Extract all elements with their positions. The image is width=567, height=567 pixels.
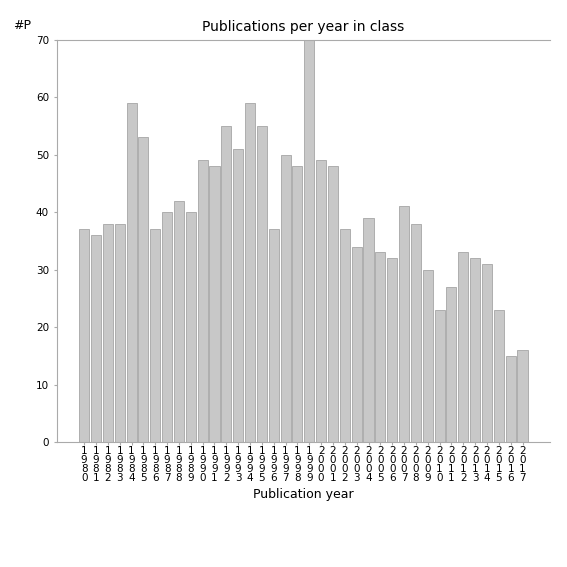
Bar [363, 218, 374, 442]
Title: Publications per year in class: Publications per year in class [202, 20, 404, 35]
Bar [387, 258, 397, 442]
Bar [269, 230, 279, 442]
Bar [174, 201, 184, 442]
Bar [115, 224, 125, 442]
Bar [434, 310, 445, 442]
Bar [281, 155, 291, 442]
Bar [79, 230, 89, 442]
Bar [304, 40, 314, 442]
Bar [209, 166, 219, 442]
Bar [423, 270, 433, 442]
Bar [506, 356, 516, 442]
Bar [411, 224, 421, 442]
Bar [446, 287, 456, 442]
Bar [186, 212, 196, 442]
Bar [352, 247, 362, 442]
Bar [399, 206, 409, 442]
Bar [494, 310, 504, 442]
Bar [328, 166, 338, 442]
Bar [375, 252, 386, 442]
Bar [518, 350, 527, 442]
Bar [162, 212, 172, 442]
Bar [221, 126, 231, 442]
Bar [91, 235, 101, 442]
Bar [198, 160, 208, 442]
Bar [138, 137, 149, 442]
Bar [458, 252, 468, 442]
X-axis label: Publication year: Publication year [253, 488, 354, 501]
Bar [316, 160, 326, 442]
Y-axis label: #P: #P [13, 19, 31, 32]
Bar [257, 126, 267, 442]
Bar [293, 166, 302, 442]
Bar [482, 264, 492, 442]
Bar [103, 224, 113, 442]
Bar [245, 103, 255, 442]
Bar [126, 103, 137, 442]
Bar [150, 230, 160, 442]
Bar [470, 258, 480, 442]
Bar [340, 230, 350, 442]
Bar [233, 149, 243, 442]
